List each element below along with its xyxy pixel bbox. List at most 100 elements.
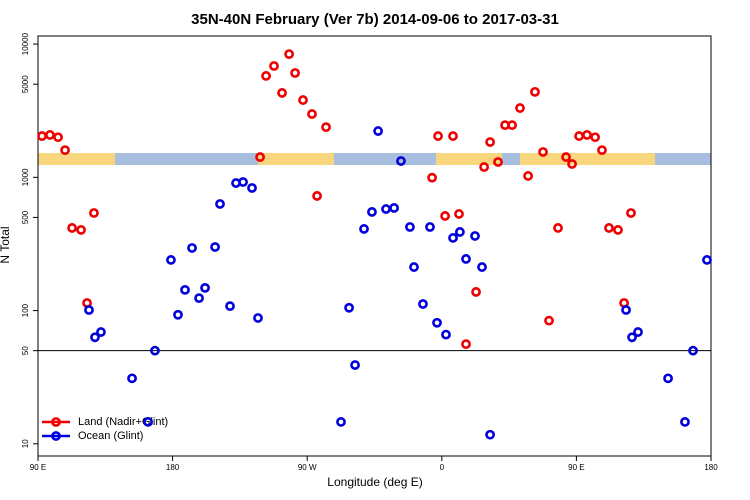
data-point [544, 315, 554, 326]
data-point [597, 145, 607, 156]
data-point [702, 255, 712, 265]
data-point [143, 417, 153, 427]
data-point [582, 130, 592, 140]
coastline-strip [38, 153, 711, 165]
data-point [53, 132, 63, 143]
data-point [448, 233, 458, 243]
y-tick-label: 5000 [21, 75, 30, 93]
data-point [76, 225, 86, 235]
data-point [321, 122, 331, 133]
legend-marker [51, 431, 61, 441]
data-point [530, 86, 540, 97]
chart-title: 35N-40N February (Ver 7b) 2014-09-06 to … [191, 11, 559, 28]
data-point [367, 207, 377, 217]
data-point [471, 287, 481, 297]
data-point [96, 327, 106, 337]
data-point [574, 131, 584, 141]
data-point [633, 327, 643, 337]
data-point [507, 120, 517, 131]
y-axis-label: N Total [0, 226, 12, 263]
data-point [470, 231, 480, 241]
data-point [553, 223, 563, 233]
data-point [461, 339, 471, 350]
y-tick-label: 500 [21, 210, 30, 224]
x-tick-label: 0 [440, 463, 445, 472]
data-point [194, 293, 204, 304]
x-axis-label: Longitude (deg E) [327, 475, 422, 489]
data-point [373, 126, 383, 136]
data-point [425, 222, 435, 232]
x-tick-label: 90 E [30, 463, 46, 472]
data-point [381, 204, 391, 214]
data-point [538, 147, 548, 157]
data-point [433, 131, 443, 141]
data-point [37, 131, 47, 141]
y-tick-label: 1000 [21, 168, 30, 186]
data-point [238, 177, 248, 187]
y-tick-label: 10 [21, 439, 30, 448]
data-point [45, 130, 55, 140]
data-point [613, 225, 623, 235]
data-point [427, 172, 437, 183]
data-point [127, 373, 137, 384]
data-point [688, 345, 698, 356]
data-point [663, 373, 673, 384]
data-point [173, 309, 183, 320]
data-point [485, 429, 496, 440]
data-point [479, 162, 490, 172]
data-point [590, 132, 600, 143]
data-point [336, 417, 346, 427]
data-point [344, 302, 354, 313]
data-point [493, 157, 503, 167]
data-point [454, 227, 465, 237]
data-point [60, 145, 70, 156]
data-point [567, 159, 577, 169]
data-point [454, 209, 464, 219]
data-point [180, 284, 190, 295]
legend-marker [51, 417, 61, 427]
data-point [515, 103, 525, 113]
data-point [290, 68, 300, 78]
data-point [523, 171, 533, 181]
data-point [298, 95, 308, 105]
data-point [210, 242, 220, 252]
x-tick-label: 90 W [298, 463, 317, 472]
data-point [215, 199, 225, 209]
data-point [255, 152, 265, 162]
data-point [312, 191, 322, 201]
data-point [409, 262, 419, 272]
data-point [307, 109, 317, 119]
data-point [405, 222, 415, 232]
data-point [389, 203, 399, 213]
data-point [277, 88, 287, 98]
data-point [89, 208, 99, 218]
data-point [485, 137, 496, 147]
y-tick-label: 50 [21, 346, 30, 355]
data-point [680, 417, 690, 427]
y-tick-label: 100 [21, 303, 30, 317]
data-point [67, 223, 77, 233]
data-point [626, 208, 636, 218]
data-point [441, 329, 451, 340]
data-point [269, 61, 279, 71]
data-point [225, 301, 235, 312]
data-point [461, 254, 471, 264]
legend-label: Land (Nadir+Glint) [78, 416, 168, 428]
data-point [448, 131, 458, 141]
data-point [432, 317, 442, 328]
data-point [84, 305, 94, 315]
data-point [166, 255, 176, 265]
data-point [247, 183, 257, 193]
data-point [561, 152, 571, 162]
data-point [621, 305, 631, 315]
data-point [284, 49, 295, 60]
x-tick-label: 90 E [568, 463, 584, 472]
data-point [396, 156, 406, 166]
x-tick-label: 180 [704, 463, 718, 472]
data-point [440, 211, 450, 221]
data-point [604, 223, 614, 233]
plot-frame [37, 35, 712, 457]
data-point [627, 332, 637, 343]
data-point [150, 345, 160, 356]
